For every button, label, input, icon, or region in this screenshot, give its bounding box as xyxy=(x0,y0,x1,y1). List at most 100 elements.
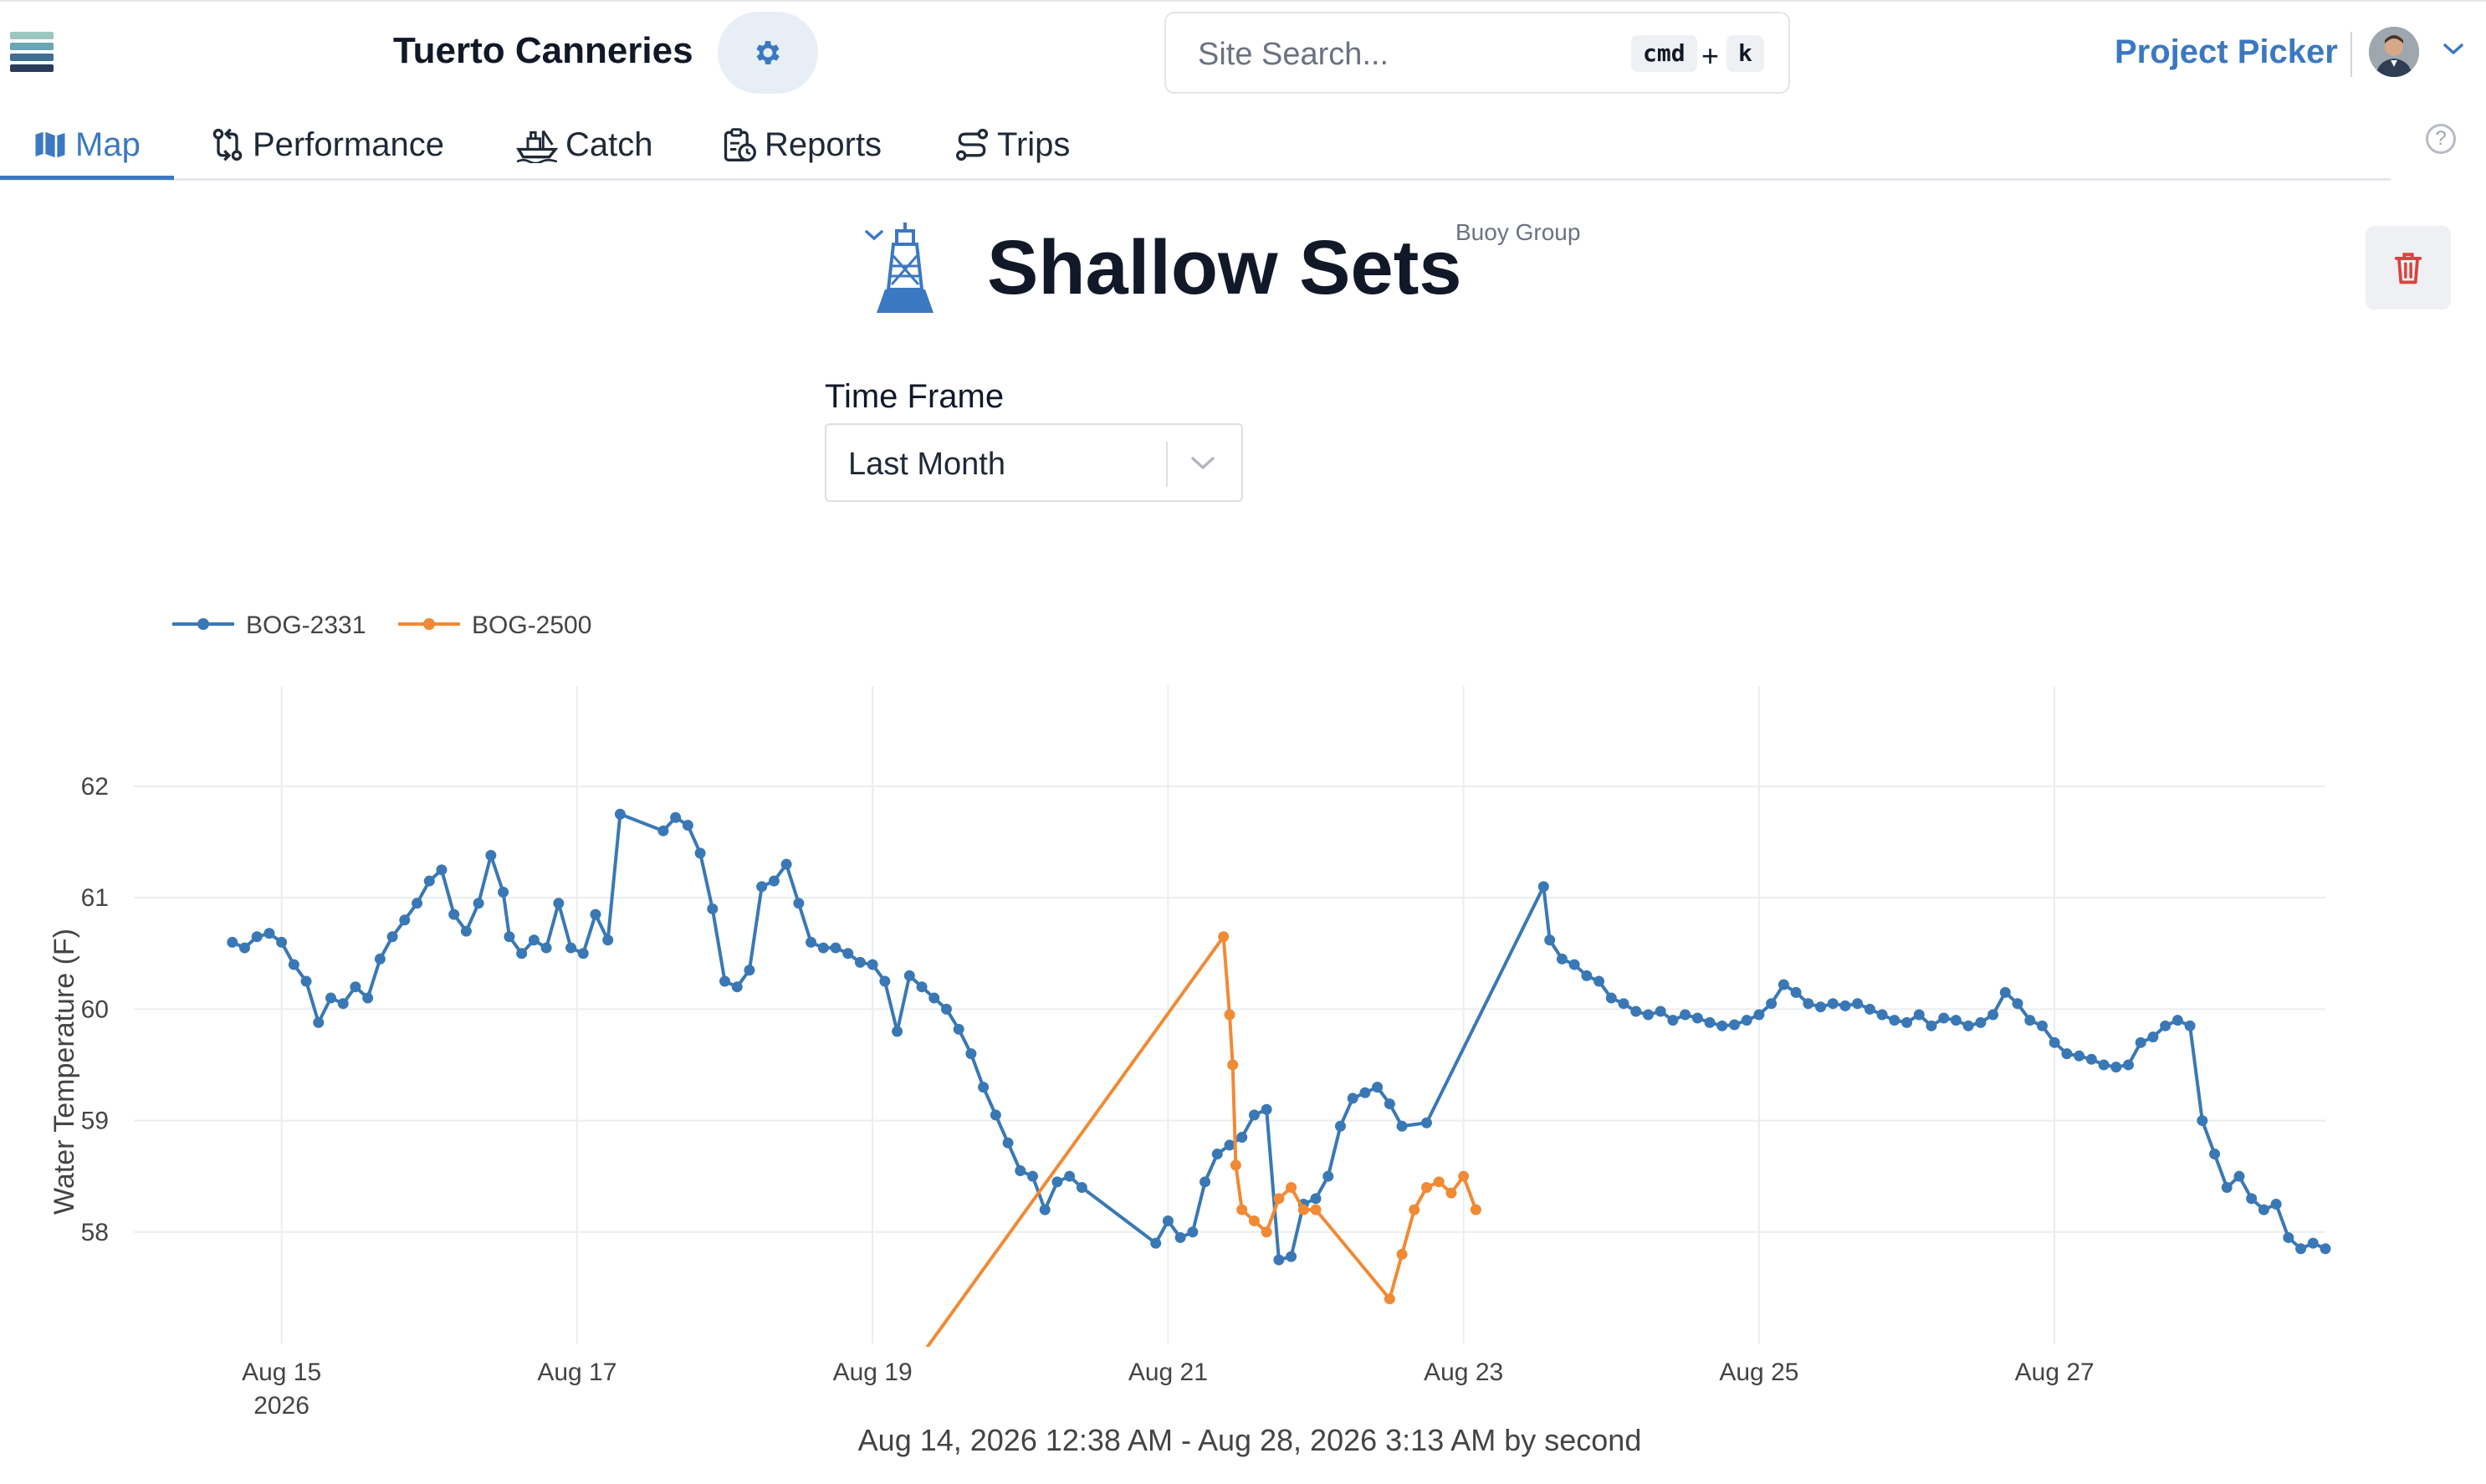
data-point xyxy=(2184,1020,2196,1031)
data-point xyxy=(1975,1016,1987,1028)
data-point xyxy=(1839,1000,1851,1011)
legend-item[interactable]: BOG-2500 xyxy=(398,612,591,639)
data-point xyxy=(2258,1204,2269,1215)
data-point xyxy=(386,931,398,943)
data-point xyxy=(423,875,435,887)
data-point xyxy=(1224,1009,1235,1021)
project-picker-button[interactable]: Project Picker xyxy=(2115,33,2338,70)
header-divider xyxy=(2350,32,2352,77)
data-point xyxy=(1827,998,1839,1010)
legend-label: BOG-2331 xyxy=(246,612,366,639)
data-point xyxy=(362,992,374,1004)
data-point xyxy=(682,820,693,832)
data-point xyxy=(917,1349,928,1360)
data-point xyxy=(1889,1015,1900,1026)
data-point xyxy=(817,942,829,954)
collapse-chevron-icon[interactable] xyxy=(863,228,885,243)
data-point xyxy=(1605,992,1617,1004)
user-avatar[interactable] xyxy=(2369,27,2419,77)
help-icon[interactable]: ? xyxy=(2426,124,2456,154)
tab-reports-label: Reports xyxy=(765,125,882,163)
x-axis-label: Aug 14, 2026 12:38 AM - Aug 28, 2026 3:1… xyxy=(858,1423,1642,1457)
data-point xyxy=(2197,1115,2208,1127)
data-point xyxy=(1261,1103,1272,1115)
data-point xyxy=(1790,986,1802,998)
data-point xyxy=(1150,1237,1162,1249)
data-point xyxy=(1372,1082,1384,1093)
tab-performance[interactable]: Performance xyxy=(209,109,444,181)
data-point xyxy=(1852,998,1864,1010)
tab-catch[interactable]: Catch xyxy=(515,109,653,181)
data-point xyxy=(670,811,682,823)
data-point xyxy=(1236,1204,1248,1215)
data-point xyxy=(879,975,891,987)
data-point xyxy=(2283,1231,2294,1243)
data-point xyxy=(1987,1009,1999,1021)
data-point xyxy=(2221,1182,2233,1193)
tab-map-label: Map xyxy=(75,125,141,163)
data-point xyxy=(2147,1031,2159,1043)
data-point xyxy=(1999,986,2011,998)
data-point xyxy=(842,948,854,959)
chevron-down-icon[interactable] xyxy=(2443,42,2464,57)
tab-catch-label: Catch xyxy=(565,125,653,163)
legend-marker xyxy=(423,618,435,630)
data-point xyxy=(1913,1009,1925,1021)
data-point xyxy=(1286,1182,1297,1193)
data-point xyxy=(276,936,288,948)
data-point xyxy=(854,956,866,968)
delete-button[interactable] xyxy=(2366,226,2451,310)
chevron-down-icon[interactable] xyxy=(1188,453,1218,473)
avatar-icon xyxy=(2369,27,2419,77)
data-point xyxy=(2024,1015,2036,1026)
data-point xyxy=(928,992,940,1004)
data-point xyxy=(516,948,528,959)
data-point xyxy=(2061,1048,2073,1060)
select-separator xyxy=(1166,442,1168,487)
data-point xyxy=(2135,1036,2146,1048)
data-point xyxy=(1544,934,1556,946)
app-logo-icon[interactable] xyxy=(10,32,54,75)
data-point xyxy=(1359,1087,1371,1098)
data-point xyxy=(1248,1109,1260,1121)
data-point xyxy=(2246,1193,2258,1205)
data-point xyxy=(1778,979,1789,990)
site-search-input[interactable]: Site Search... cmd + k xyxy=(1164,12,1790,94)
data-point xyxy=(1064,1170,1076,1182)
data-point xyxy=(251,931,263,943)
data-point xyxy=(2160,1020,2171,1031)
data-point xyxy=(793,898,805,909)
water-temperature-chart: Aug 15 2026 Aug 17 Aug 19 Aug 21 Aug 23 Aug 25… xyxy=(49,612,2331,1457)
tab-map[interactable]: Map xyxy=(32,109,141,181)
data-point xyxy=(1236,1132,1248,1144)
data-point xyxy=(1753,1009,1765,1021)
data-point xyxy=(1680,1009,1691,1021)
data-point xyxy=(2171,1015,2183,1026)
data-point xyxy=(1227,1059,1239,1071)
data-point xyxy=(768,875,780,887)
data-point xyxy=(1691,1012,1703,1024)
data-point xyxy=(1211,1149,1223,1160)
data-point xyxy=(1187,1226,1199,1238)
legend-item[interactable]: BOG-2331 xyxy=(172,612,366,639)
data-point xyxy=(1384,1098,1395,1110)
data-point xyxy=(1224,1139,1235,1151)
data-point xyxy=(2122,1059,2134,1071)
x-tick-label: Aug 23 xyxy=(1424,1359,1503,1386)
data-point xyxy=(1310,1204,1322,1215)
data-point xyxy=(227,936,238,948)
data-point xyxy=(1704,1016,1716,1028)
timeframe-select[interactable]: Last Month xyxy=(825,423,1243,502)
legend-label: BOG-2500 xyxy=(472,612,591,639)
tab-trips[interactable]: Trips xyxy=(954,109,1070,181)
boat-icon xyxy=(516,130,559,163)
tab-reports[interactable]: Reports xyxy=(721,109,882,181)
data-point xyxy=(1248,1215,1260,1226)
x-tick-label: Aug 25 xyxy=(1719,1359,1798,1386)
data-point xyxy=(2270,1198,2282,1210)
group-type-label: Buoy Group xyxy=(1455,219,1581,245)
data-point xyxy=(374,953,386,965)
data-point xyxy=(1051,1176,1063,1188)
data-point xyxy=(867,959,878,970)
settings-button[interactable] xyxy=(718,12,818,94)
